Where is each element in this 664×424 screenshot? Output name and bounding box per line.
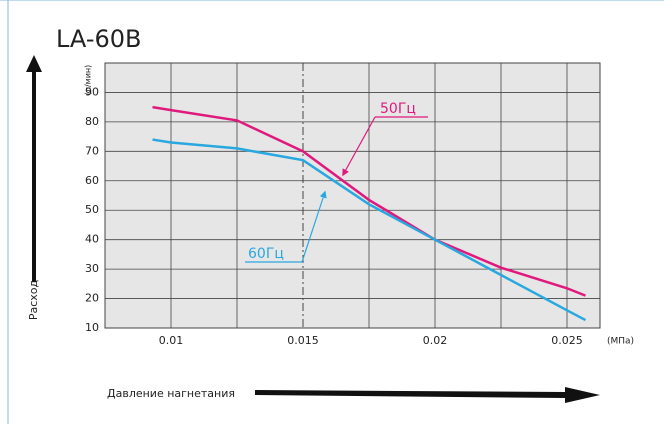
y-arrow-head [26,55,42,72]
x-unit: (МПа) [607,337,634,347]
x-tick-label: 0.01 [159,334,184,347]
x-arrow [255,387,600,403]
label-leader [342,116,376,177]
y-unit: (л/мин) [84,65,93,96]
x-tick-label: 0.015 [287,334,319,347]
y-tick-label: 80 [85,115,99,128]
series-label: 60Гц [248,246,284,262]
y-tick-label: 70 [85,144,99,157]
x-tick-label: 0.02 [423,334,448,347]
y-tick-label: 10 [85,321,99,334]
y-tick-label: 30 [85,262,99,275]
y-tick-label: 20 [85,292,99,305]
x-axis-label: Давление нагнетания [107,387,235,400]
series-line [152,138,587,322]
y-tick-label: 50 [85,203,99,216]
x-tick-label: 0.025 [551,334,583,347]
label-leader [301,190,327,263]
y-tick-label: 60 [85,174,99,187]
y-tick-label: 40 [85,233,99,246]
series-label: 50Гц [380,101,416,117]
chart-title: LA-60B [56,25,141,53]
y-axis-label: Расход [27,279,40,320]
y-tick-label: 90 [85,85,99,98]
series-line [152,105,586,297]
